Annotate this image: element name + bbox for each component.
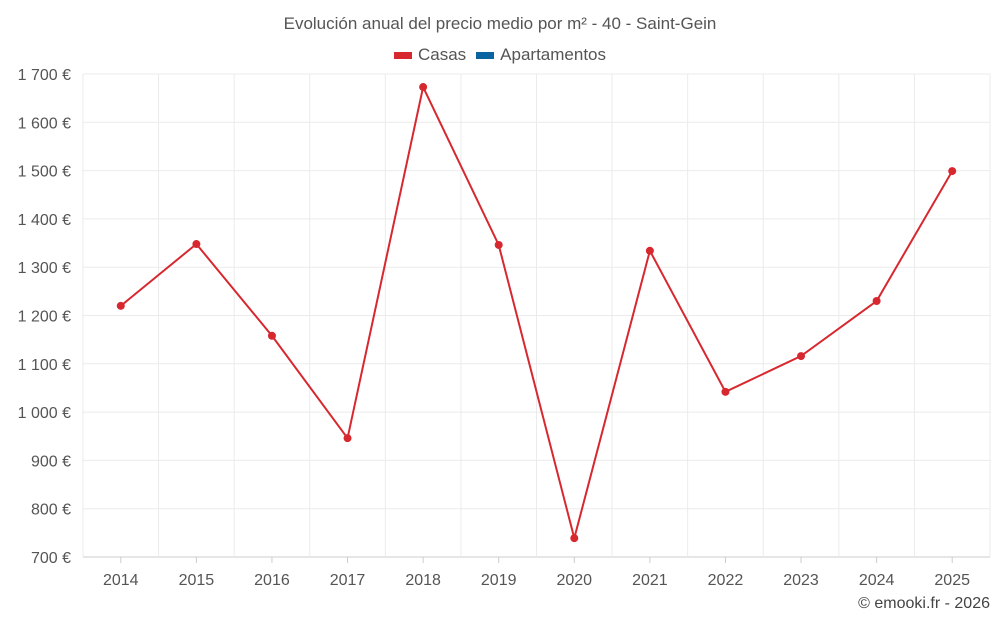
y-tick-label: 1 100 € — [18, 357, 71, 374]
series-line-casas — [120, 83, 954, 543]
x-tick-label: 2022 — [708, 572, 744, 589]
x-tick-label: 2019 — [481, 572, 517, 589]
x-tick-label: 2021 — [632, 572, 668, 589]
x-tick-label: 2016 — [254, 572, 290, 589]
data-point — [948, 167, 957, 176]
y-tick-label: 700 € — [31, 550, 71, 567]
legend: Casas Apartamentos — [0, 45, 1000, 65]
x-tick-label: 2025 — [934, 572, 970, 589]
data-point — [645, 246, 654, 255]
y-tick-label: 800 € — [31, 502, 71, 519]
x-tick-label: 2024 — [859, 572, 895, 589]
data-point — [192, 240, 201, 249]
y-tick-label: 1 600 € — [18, 115, 71, 132]
y-tick-label: 1 200 € — [18, 309, 71, 326]
chart-title: Evolución anual del precio medio por m² … — [283, 14, 717, 33]
y-tick-label: 1 000 € — [18, 405, 71, 422]
data-point — [721, 387, 730, 396]
y-tick-label: 1 500 € — [18, 164, 71, 181]
y-tick-label: 1 400 € — [18, 212, 71, 229]
data-point — [116, 301, 125, 310]
data-point — [419, 83, 428, 92]
data-point — [872, 297, 881, 306]
credit-text: © emooki.fr - 2026 — [858, 595, 990, 612]
x-tick-label: 2017 — [330, 572, 366, 589]
y-tick-label: 900 € — [31, 453, 71, 470]
legend-swatch-apartamentos — [476, 51, 495, 59]
y-tick-label: 1 300 € — [18, 260, 71, 277]
y-tick-label: 1 700 € — [18, 67, 71, 84]
legend-item-casas[interactable]: Casas — [393, 45, 467, 65]
data-point — [343, 434, 352, 443]
data-point — [494, 240, 503, 249]
x-tick-label: 2018 — [405, 572, 441, 589]
legend-label-casas: Casas — [417, 45, 467, 64]
data-point — [267, 331, 276, 340]
x-tick-label: 2023 — [783, 572, 819, 589]
x-tick-label: 2015 — [179, 572, 215, 589]
x-tick-label: 2014 — [103, 572, 139, 589]
data-point — [797, 352, 806, 361]
legend-item-apartamentos[interactable]: Apartamentos — [476, 45, 606, 65]
legend-label-apartamentos: Apartamentos — [500, 45, 607, 64]
x-tick-label: 2020 — [556, 572, 592, 589]
data-point — [570, 534, 579, 543]
legend-swatch-casas — [393, 51, 412, 59]
